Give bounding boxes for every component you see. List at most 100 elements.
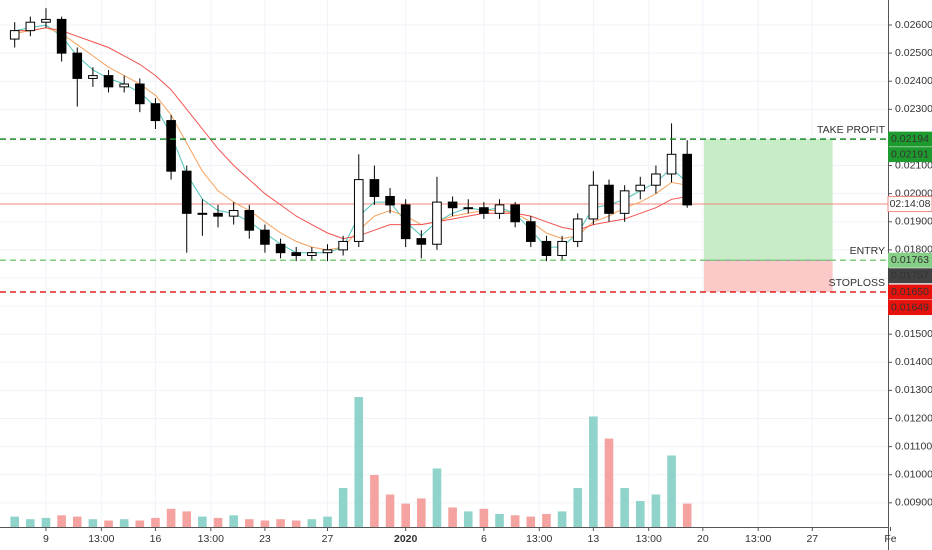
candle-body [651,173,661,186]
candle-body [494,204,505,214]
countdown-label: 02:14:08 [890,198,931,210]
profit-zone [703,139,833,261]
price-label: 0.02191 [891,148,929,160]
x-tick-label: 20 [697,533,709,545]
axes: 0.00900 0.01000 0.01100 0.01200 0.01300 0.014… [43,19,932,545]
candle-body [572,218,583,242]
countdown-box [887,196,932,213]
candle-body [150,103,161,122]
y-tick-label: 0.01500 [895,328,932,340]
volume-bar [57,515,66,527]
y-tick-label: 0.01100 [895,440,932,452]
price-label: 0.01763 [891,254,929,266]
candle-body [25,21,36,32]
volume-bar [26,519,35,527]
level-label: TAKE PROFIT [817,124,886,136]
volume-bar [385,494,395,527]
volume-bar [432,468,442,527]
volume-bar [135,520,145,527]
candle-body [447,201,458,209]
y-tick-label: 0.01300 [895,384,932,396]
candle-body [291,252,302,256]
candle-body [525,221,536,242]
candle-body [56,18,67,54]
candle-body [135,83,145,105]
x-tick-label: 23 [259,533,271,545]
level-label: ENTRY [850,245,885,257]
volume-bar [417,498,426,527]
candle-body [353,179,364,242]
y-tick-label: 0.02600 [895,19,932,31]
candle-body [41,18,51,23]
volume-bar [495,514,504,527]
price-label-box [888,131,932,147]
volume-bar [166,508,176,527]
y-tick-label: 0.02500 [895,47,932,59]
price-label-box [888,300,932,316]
volume-bar [635,501,645,527]
volume-bar [41,517,51,527]
candle-body [166,120,176,172]
x-tick-label: 13 [588,533,600,545]
volume-bar [307,519,317,527]
price-label: 0.01650 [891,286,929,298]
candle-body [338,240,348,251]
candle-body [181,170,192,214]
volume-bar [651,494,661,527]
y-tick-label: 0.01900 [895,216,932,228]
y-tick-label: 0.00900 [895,497,932,509]
candle-body [510,204,520,223]
candle-body [619,190,630,214]
volume-bar [604,438,614,527]
x-tick-label: 27 [322,533,334,545]
candle-body [88,75,98,79]
volume-bar [479,508,489,527]
x-tick-label: 9 [43,533,49,545]
volume-bar [542,514,551,527]
candle-body [322,249,333,254]
candle-body [385,195,395,206]
volume-bar [104,520,113,527]
volume-bar [151,517,160,527]
y-tick-label: 0.01800 [895,244,932,256]
candle-body [604,184,614,214]
candle-body [119,83,129,88]
volume-bar [354,397,364,527]
candle-body [260,229,270,245]
volume-bar [10,516,20,527]
volume-bar [213,517,223,527]
y-tick-label: 0.01000 [895,469,932,481]
x-tick-label: 16 [150,533,162,545]
price-label-box [888,252,932,268]
volume-bar [510,515,520,527]
volume-bar [589,416,598,527]
loss-zone [703,260,833,293]
price-label-box [888,147,932,163]
x-tick-label: 6 [481,533,487,545]
volume-bar [260,520,270,527]
volume-bar [291,520,301,527]
candle-body [666,153,677,175]
x-tick-label: 13:00 [526,533,552,545]
level-label: STOPLOSS [829,277,885,289]
volume-bar [323,516,332,527]
x-tick-label: 2020 [394,533,418,545]
candle-body [72,52,83,79]
volume-bar [401,503,410,527]
volume-bar [463,511,473,527]
candle-body [307,252,317,256]
price-label: 0.01649 [891,301,929,313]
candle-body [213,212,223,217]
candle-body [541,240,552,256]
candle-body [275,243,286,254]
price-label: 0.02194 [891,133,929,145]
volume-bar [448,507,457,527]
candle-body [197,212,208,215]
volume-bar [620,488,629,527]
candle-body [244,210,255,231]
x-tick-label: Fe [884,533,896,545]
volume-bar [370,475,379,527]
y-tick-label: 0.02100 [895,159,932,171]
x-tick-label: 13:00 [198,533,224,545]
